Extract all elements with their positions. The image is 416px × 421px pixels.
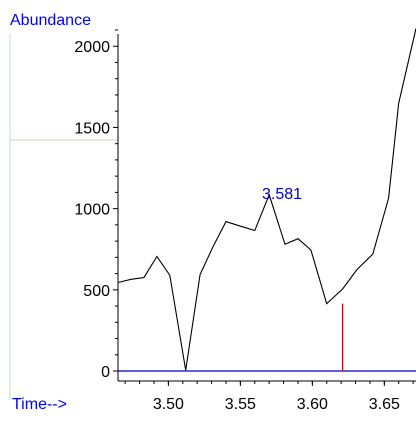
y-tick-label: 0 (101, 364, 110, 381)
x-tick-label: 3.55 (225, 396, 256, 413)
series-line (117, 28, 416, 371)
y-tick-label: 500 (83, 283, 110, 300)
plot-area: 3.581 (117, 28, 416, 372)
x-tick-label: 3.60 (297, 396, 328, 413)
axis-ticks: 0 500 1000 1500 2000 3.50 3.55 3.60 3.65 (74, 29, 414, 413)
peak-label: 3.581 (262, 186, 302, 203)
y-tick-label: 1500 (74, 120, 110, 137)
x-tick-label: 3.65 (369, 396, 400, 413)
x-tick-label: 3.50 (153, 396, 184, 413)
x-axis-label: Time--> (12, 396, 67, 413)
y-tick-label: 2000 (74, 39, 110, 56)
y-tick-label: 1000 (74, 202, 110, 219)
y-axis-label: Abundance (10, 12, 91, 29)
